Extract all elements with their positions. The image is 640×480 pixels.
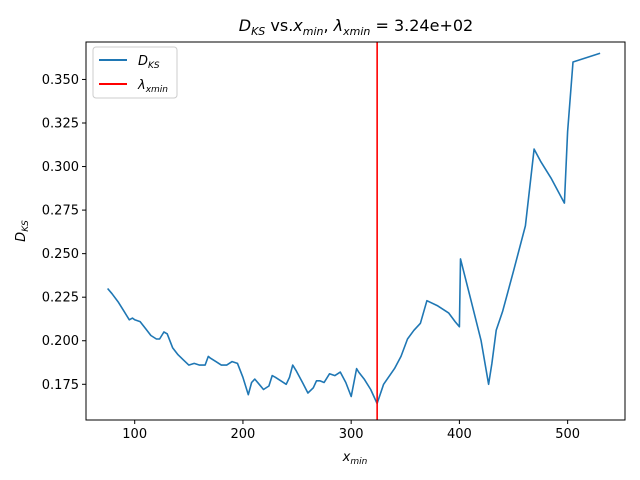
y-axis-label: DKS (14, 220, 31, 242)
chart-title: DKS vs.xmin, λxmin = 3.24e+02 (239, 16, 473, 38)
legend: DKS λxmin (92, 46, 178, 99)
y-tick-label: 0.225 (42, 291, 79, 306)
x-axis-label-sub: min (350, 457, 367, 467)
title-value: = 3.24e+02 (370, 16, 473, 35)
y-tick-label: 0.300 (42, 160, 79, 175)
y-tick-label: 0.350 (42, 73, 79, 88)
legend-lambda-symbol: λ (137, 78, 146, 93)
title-x-sub: min (303, 25, 324, 38)
x-tick-label: 300 (339, 427, 364, 442)
series-line-dks (106, 52, 601, 405)
title-lambda-sub: xmin (342, 25, 370, 38)
y-axis-ticks: 0.175 0.200 0.225 0.250 0.275 0.300 0.325 0.350 (42, 73, 86, 393)
x-axis-label: xmin (342, 450, 368, 467)
legend-dks-sub: KS (148, 61, 160, 71)
title-d-sub: KS (251, 25, 265, 38)
legend-lambda-sub: xmin (145, 85, 169, 95)
x-tick-label: 200 (231, 427, 256, 442)
y-tick-label: 0.250 (42, 247, 79, 262)
title-x-symbol: x (292, 16, 303, 35)
x-tick-label: 500 (555, 427, 580, 442)
legend-label-dks: DKS (138, 54, 160, 71)
y-axis-label-sub: KS (21, 220, 31, 232)
title-lambda-symbol: λ (333, 16, 343, 35)
title-sep: , (324, 16, 334, 35)
y-axis-label-symbol: D (14, 232, 29, 242)
y-tick-label: 0.275 (42, 204, 79, 219)
x-axis-label-symbol: x (342, 450, 351, 465)
title-vs: vs. (265, 16, 293, 35)
x-tick-label: 400 (447, 427, 472, 442)
plot-area (106, 42, 601, 420)
y-tick-label: 0.175 (42, 378, 79, 393)
y-tick-label: 0.200 (42, 334, 79, 349)
x-axis-ticks: 100 200 300 400 500 (122, 420, 580, 442)
legend-label-lambda: λxmin (137, 78, 168, 95)
y-tick-label: 0.325 (42, 117, 79, 132)
legend-dks-symbol: D (138, 54, 148, 69)
title-d-symbol: D (239, 16, 251, 35)
plot-frame (85, 41, 626, 421)
x-tick-label: 100 (122, 427, 147, 442)
